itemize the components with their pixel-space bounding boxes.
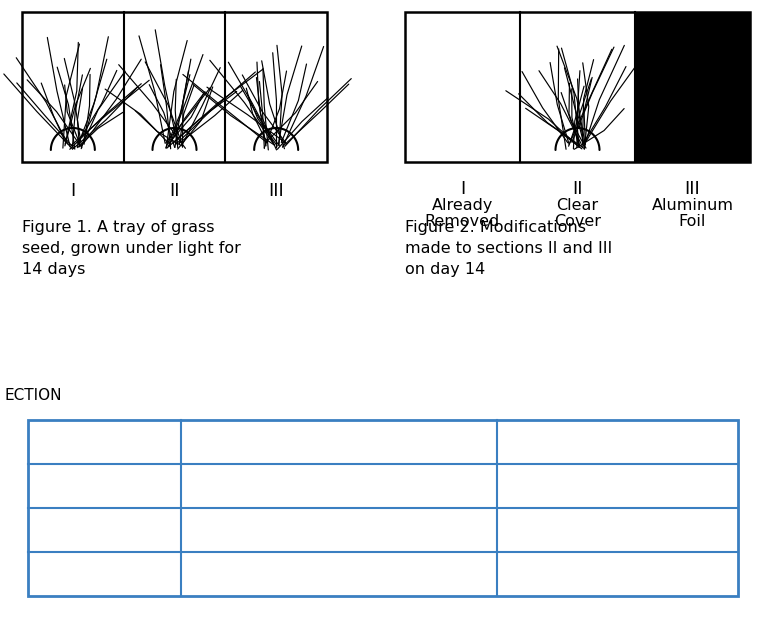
Text: 9.6: 9.6 <box>604 522 630 538</box>
Bar <box>22 12 327 162</box>
Bar <box>28 420 738 596</box>
Text: 21: 21 <box>328 522 349 538</box>
Text: Section: Section <box>70 435 138 449</box>
Bar <box>405 12 520 162</box>
Bar <box>520 12 635 162</box>
Text: III: III <box>685 180 700 198</box>
Text: III: III <box>269 182 284 200</box>
Text: III: III <box>98 567 111 582</box>
Text: 5.1: 5.1 <box>604 478 630 493</box>
Text: Removed: Removed <box>425 214 500 229</box>
Text: Clear: Clear <box>557 198 598 213</box>
Text: I: I <box>460 180 465 198</box>
Text: 4.2: 4.2 <box>604 567 630 582</box>
Text: II: II <box>572 180 583 198</box>
Text: Day Mass was Measured: Day Mass was Measured <box>228 435 449 449</box>
Text: Foil: Foil <box>679 214 706 229</box>
Text: Aluminum: Aluminum <box>652 198 734 213</box>
Text: Mass (g): Mass (g) <box>579 435 656 449</box>
Text: Figure 2. Modifications
made to sections II and III
on day 14: Figure 2. Modifications made to sections… <box>405 220 612 277</box>
Text: ECTION: ECTION <box>5 388 63 403</box>
Text: 21: 21 <box>328 567 349 582</box>
Text: 14: 14 <box>328 478 349 493</box>
Text: I: I <box>70 182 75 200</box>
Text: Cover: Cover <box>554 214 601 229</box>
Bar <box>635 12 750 162</box>
Text: II: II <box>170 182 180 200</box>
Text: II: II <box>100 522 109 538</box>
Text: Figure 1. A tray of grass
seed, grown under light for
14 days: Figure 1. A tray of grass seed, grown un… <box>22 220 241 277</box>
Text: Already: Already <box>432 198 493 213</box>
Bar <box>405 12 750 162</box>
Text: I: I <box>102 478 107 493</box>
